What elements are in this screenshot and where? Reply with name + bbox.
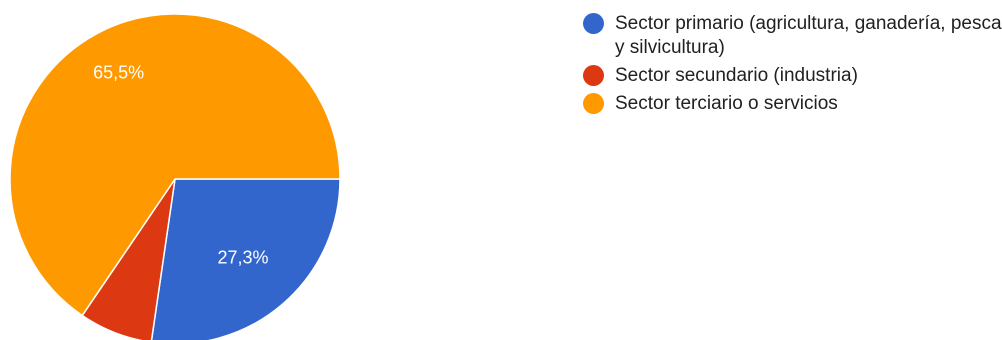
slice-label-terciario: 65,5% <box>93 63 144 83</box>
legend-label-primario: Sector primario (agricultura, ganadería,… <box>615 13 1002 58</box>
legend-label-terciario: Sector terciario o servicios <box>615 93 838 114</box>
pie-chart: 27,3% 65,5% <box>9 13 341 340</box>
legend-item-secundario[interactable]: Sector secundario (industria) <box>583 64 1002 88</box>
legend-label-secundario: Sector secundario (industria) <box>615 65 858 86</box>
legend-item-primario[interactable]: Sector primario (agricultura, ganadería,… <box>583 12 1002 60</box>
legend-swatch-secundario <box>583 65 604 86</box>
pie-svg: 27,3% 65,5% <box>9 13 341 340</box>
legend: Sector primario (agricultura, ganadería,… <box>583 12 1002 120</box>
pie-slice-primario[interactable] <box>150 178 341 340</box>
pie-slice-terciario[interactable] <box>9 13 341 317</box>
slice-label-primario: 27,3% <box>217 248 268 268</box>
legend-item-terciario[interactable]: Sector terciario o servicios <box>583 92 1002 116</box>
legend-swatch-terciario <box>583 93 604 114</box>
legend-swatch-primario <box>583 13 604 34</box>
